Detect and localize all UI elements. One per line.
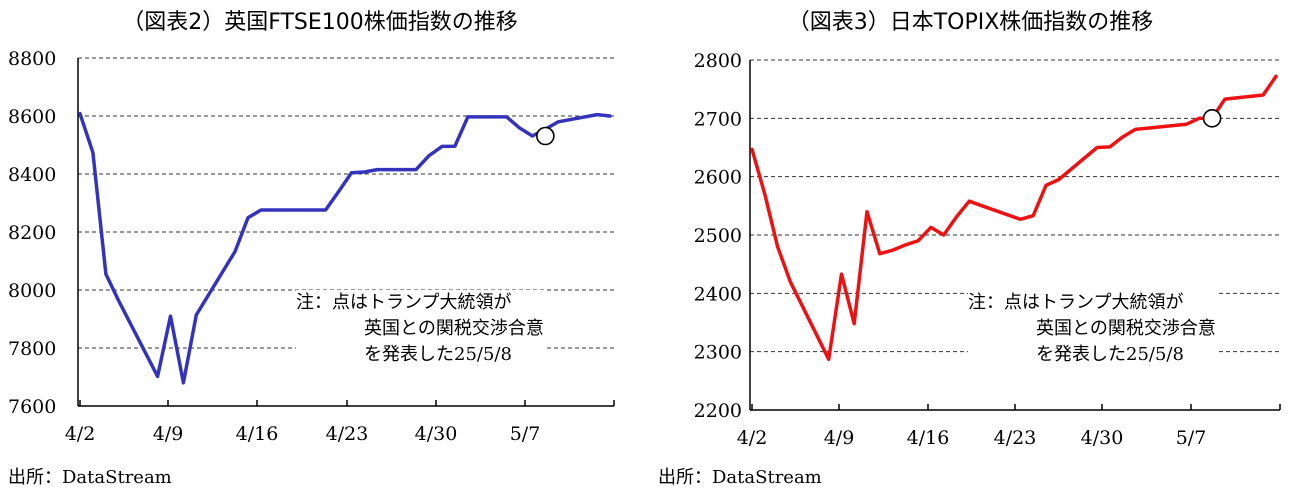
y-tick-label: 8000: [8, 280, 56, 302]
x-tick-label: 4/2: [65, 423, 96, 445]
chart-source-topix: 出所：DataStream: [658, 467, 822, 488]
x-tick-label: 4/16: [907, 427, 950, 449]
x-tick-label: 4/23: [994, 427, 1037, 449]
series-line: [750, 74, 1278, 362]
chart-svg-ftse: 8800 8600 8400 8200 8000 7800 7600 4/2 4/9 4/16 4/…: [8, 48, 615, 445]
x-tick-label: 5/7: [510, 423, 541, 445]
series-line: [78, 111, 612, 385]
y-tick-label: 2300: [694, 342, 742, 364]
chart-panel-ftse: （図表2）英国FTSE100株価指数の推移 8800 8600 8400 8200 80…: [0, 0, 640, 494]
highlight-marker: [1202, 109, 1222, 128]
y-tick-label: 8600: [8, 106, 56, 128]
chart-panel-topix: （図表3）日本TOPIX株価指数の推移 2800 2700 2600 2500 2400…: [650, 0, 1291, 494]
y-tick-label: 7800: [8, 338, 56, 360]
y-tick-label: 2500: [694, 225, 742, 247]
chart-source-ftse: 出所：DataStream: [8, 467, 172, 488]
y-tick-label: 8200: [8, 222, 56, 244]
note-line-1: 注：点はトランプ大統領が: [968, 292, 1184, 313]
x-tick-label: 4/9: [824, 427, 855, 449]
y-tick-label: 2800: [694, 50, 742, 72]
x-tick-label: 4/2: [737, 427, 768, 449]
x-tick-label: 4/16: [236, 423, 279, 445]
y-tick-label: 2200: [694, 400, 742, 422]
x-tick-label: 4/30: [415, 423, 458, 445]
chart-svg-topix: 2800 2700 2600 2500 2400 2300 2200 4/2 4/9 4/16 4/…: [694, 50, 1281, 449]
chart-title-topix: （図表3）日本TOPIX株価指数の推移: [787, 10, 1154, 35]
highlight-marker: [536, 126, 555, 146]
note-line-2: 英国との関税交渉合意: [1036, 318, 1216, 339]
x-tick-label: 5/7: [1176, 427, 1207, 449]
y-tick-label: 2600: [694, 167, 742, 189]
x-tick-label: 4/23: [326, 423, 369, 445]
y-tick-label: 7600: [8, 396, 56, 418]
x-tick-label: 4/9: [153, 423, 184, 445]
note-line-3: を発表した25/5/8: [1036, 344, 1184, 365]
note-line-2: 英国との関税交渉合意: [364, 318, 544, 339]
chart-note-topix: 注：点はトランプ大統領が 英国との関税交渉合意 を発表した25/5/8: [968, 290, 1216, 368]
x-tick-label: 4/30: [1081, 427, 1124, 449]
y-tick-label: 8800: [8, 48, 56, 70]
chart-title-ftse: （図表2）英国FTSE100株価指数の推移: [122, 10, 518, 35]
chart-note-ftse: 注：点はトランプ大統領が 英国との関税交渉合意 を発表した25/5/8: [296, 290, 544, 368]
y-tick-label: 2400: [694, 283, 742, 305]
y-tick-label: 8400: [8, 164, 56, 186]
y-tick-label: 2700: [694, 108, 742, 130]
note-line-1: 注：点はトランプ大統領が: [296, 292, 512, 313]
note-line-3: を発表した25/5/8: [364, 344, 512, 365]
